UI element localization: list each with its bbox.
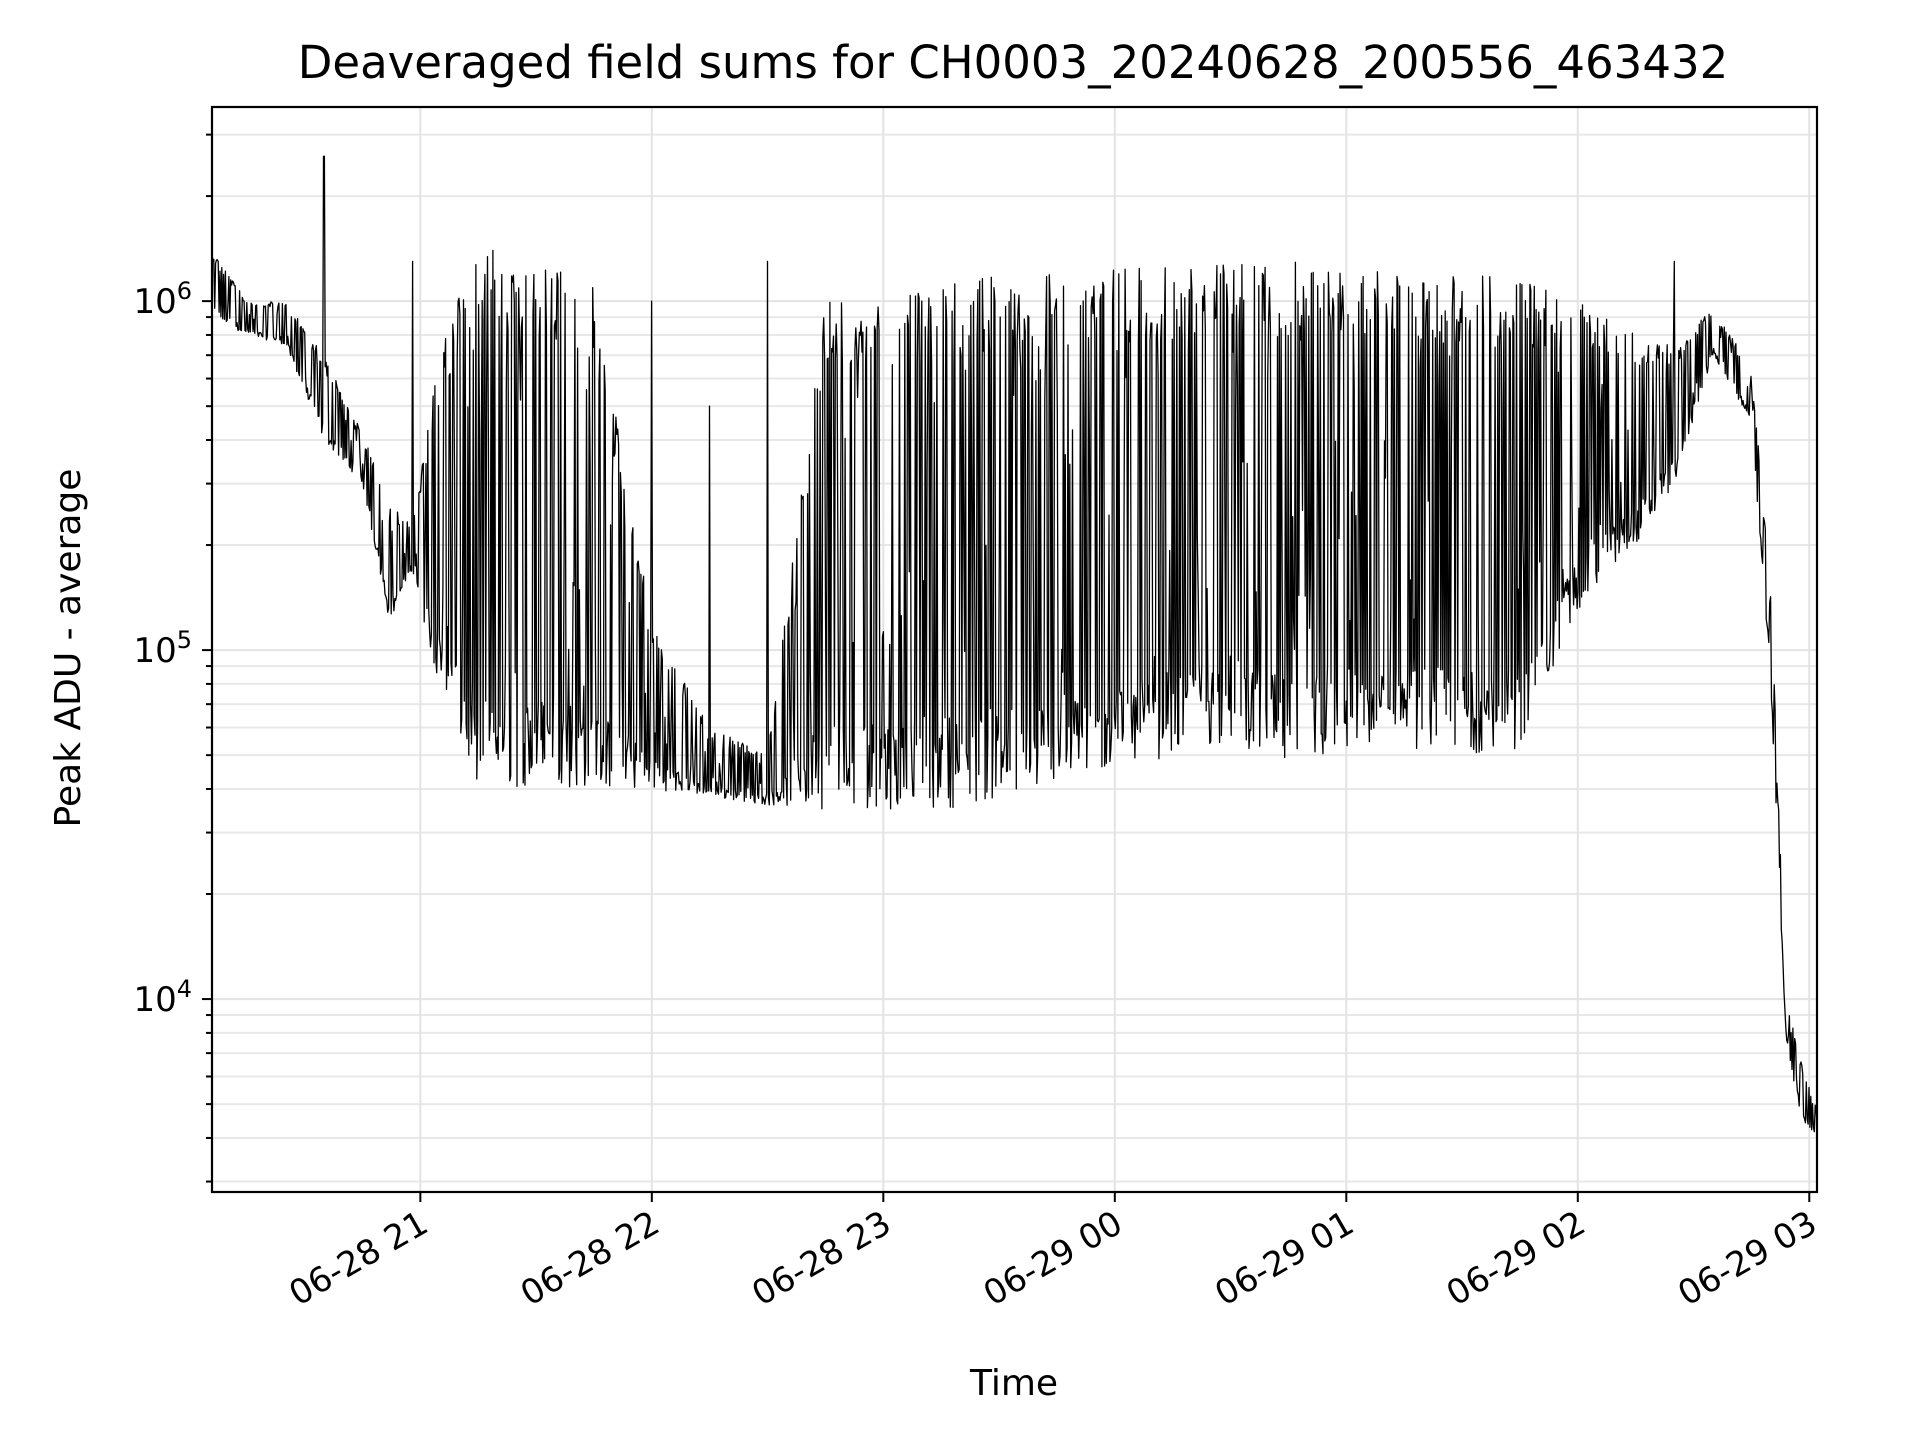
y-tick-label: 105 (133, 626, 192, 671)
y-tick-exponent: 4 (177, 975, 192, 1003)
y-tick-base: 10 (133, 631, 176, 671)
x-axis-label: Time (969, 1363, 1058, 1404)
y-tick-base: 10 (133, 980, 176, 1020)
y-tick-label: 104 (133, 975, 192, 1020)
y-tick-base: 10 (133, 282, 176, 322)
y-axis-label: Peak ADU - average (48, 469, 89, 828)
chart-title: Deaveraged field sums for CH0003_2024062… (298, 36, 1728, 89)
series-line (211, 155, 1818, 1133)
y-tick-exponent: 6 (177, 277, 192, 305)
axis-ticks (202, 133, 1811, 1202)
y-tick-exponent: 5 (177, 626, 192, 654)
y-tick-label: 106 (133, 277, 192, 322)
